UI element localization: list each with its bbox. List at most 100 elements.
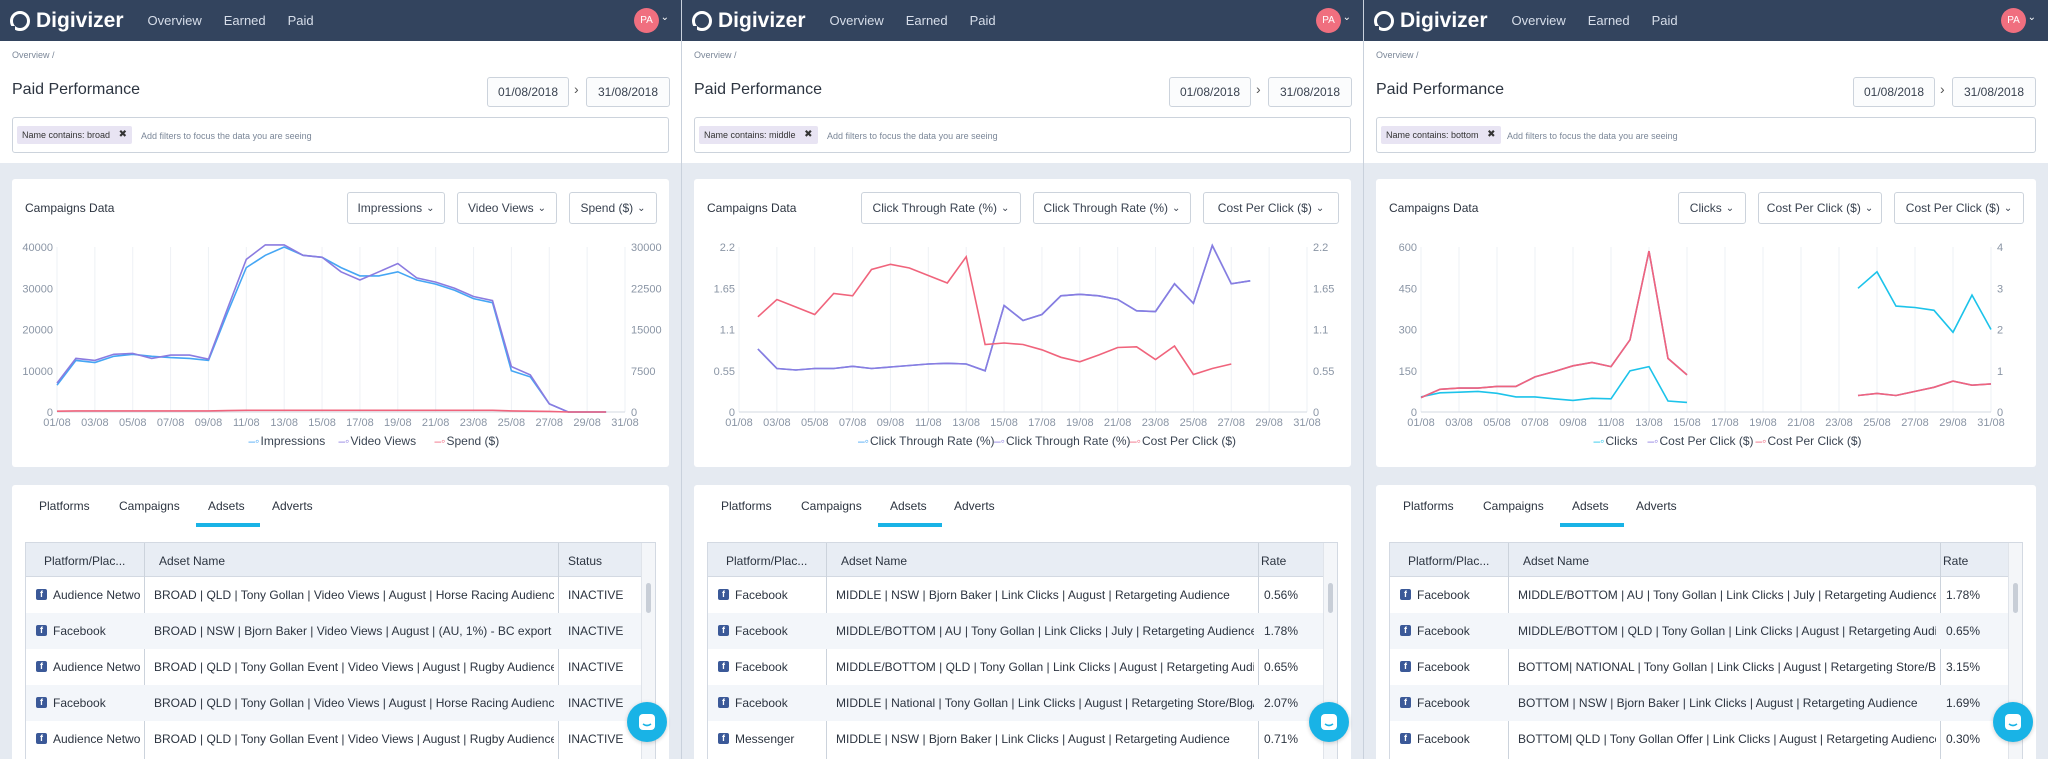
table-row[interactable]: f Facebook BOTTOM| QLD | Tony Gollan Offer…: [1390, 721, 2022, 757]
tab-adsets[interactable]: Adsets: [890, 499, 927, 513]
legend-item[interactable]: Video Views: [351, 434, 417, 448]
legend-item[interactable]: Click Through Rate (%): [870, 434, 995, 448]
metric-dropdown-1[interactable]: Impressions ⌄: [347, 192, 445, 224]
metric-dropdown-3[interactable]: Cost Per Click ($) ⌄: [1203, 192, 1339, 224]
nav-link-paid[interactable]: Paid: [1651, 13, 1678, 28]
metric-dropdown-3[interactable]: Cost Per Click ($) ⌄: [1894, 192, 2024, 224]
tab-adverts[interactable]: Adverts: [954, 499, 995, 513]
table-row[interactable]: f Facebook MIDDLE/BOTTOM | QLD | Tony Goll…: [708, 649, 1337, 685]
close-icon[interactable]: ✖: [1487, 129, 1496, 140]
close-icon[interactable]: ✖: [118, 129, 128, 140]
series-line-3[interactable]: [757, 254, 1232, 376]
series-line-1[interactable]: [1420, 270, 1992, 404]
breadcrumb[interactable]: Overview /: [694, 50, 737, 60]
metric-dropdown-1[interactable]: Click Through Rate (%) ⌄: [861, 192, 1021, 224]
tab-adsets[interactable]: Adsets: [208, 499, 245, 513]
table-row[interactable]: f Facebook BOTTOM | NSW | Bjorn Baker | Li…: [1390, 685, 2022, 721]
tab-platforms[interactable]: Platforms: [1403, 499, 1454, 513]
table-row[interactable]: f Facebook MIDDLE | National | Tony Gollan…: [708, 685, 1337, 721]
tab-campaigns[interactable]: Campaigns: [1483, 499, 1544, 513]
table-row[interactable]: f Messenger MIDDLE | NSW | Bjorn Baker | L…: [708, 721, 1337, 757]
nav-link-paid[interactable]: Paid: [287, 13, 314, 28]
scrollbar-thumb[interactable]: [2013, 583, 2018, 613]
series-line-1[interactable]: [56, 246, 607, 413]
table-row[interactable]: f Facebook MIDDLE/BOTTOM | QLD | Tony Goll…: [1390, 613, 2022, 649]
table-row[interactable]: f Facebook MIDDLE/BOTTOM | AU | Tony Golla…: [1390, 577, 2022, 613]
close-icon[interactable]: ✖: [804, 129, 813, 140]
column-header-platform[interactable]: Platform/Plac...: [44, 554, 126, 568]
chat-launcher-button[interactable]: [1309, 702, 1349, 742]
table-row[interactable]: f Audience Netwo BROAD | QLD | Tony Gollan…: [26, 721, 655, 757]
table-row[interactable]: f Facebook MIDDLE/BOTTOM | AU | Tony Golla…: [708, 613, 1337, 649]
table-row[interactable]: f Facebook BOTTOM| NATIONAL | Tony Gollan …: [1390, 649, 2022, 685]
tab-adverts[interactable]: Adverts: [272, 499, 313, 513]
chevron-down-icon[interactable]: ⌄: [1342, 12, 1351, 23]
logo[interactable]: Digivizer: [1373, 9, 1488, 33]
nav-link-paid[interactable]: Paid: [969, 13, 996, 28]
table-row[interactable]: f Facebook BROAD | QLD | Tony Gollan | Vid…: [26, 685, 655, 721]
filter-hint[interactable]: Add filters to focus the data you are se…: [141, 131, 312, 141]
filter-hint[interactable]: Add filters to focus the data you are se…: [827, 131, 998, 141]
nav-link-earned[interactable]: Earned: [1587, 13, 1630, 28]
series-line-2[interactable]: [1420, 250, 1992, 399]
chat-launcher-button[interactable]: [1993, 702, 2033, 742]
date-from-input[interactable]: 01/08/2018: [487, 77, 569, 107]
chevron-down-icon[interactable]: ⌄: [660, 12, 669, 23]
tab-adsets[interactable]: Adsets: [1572, 499, 1609, 513]
legend-item[interactable]: Spend ($): [447, 434, 500, 448]
column-header-platform[interactable]: Platform/Plac...: [1408, 554, 1490, 568]
column-header-rate[interactable]: Rate: [1943, 554, 1969, 568]
metric-dropdown-2[interactable]: Video Views ⌄: [457, 192, 557, 224]
series-line-3[interactable]: [1420, 250, 1992, 399]
breadcrumb[interactable]: Overview /: [1376, 50, 1419, 60]
filter-bar[interactable]: Name contains: bottom ✖ Add filters to foc…: [1376, 117, 2036, 153]
column-header-adset-name[interactable]: Adset Name: [841, 554, 908, 568]
column-header-adset-name[interactable]: Adset Name: [159, 554, 226, 568]
avatar[interactable]: PA: [1316, 8, 1341, 33]
legend-item[interactable]: Cost Per Click ($): [1768, 434, 1862, 448]
column-header-platform[interactable]: Platform/Plac...: [726, 554, 808, 568]
nav-link-earned[interactable]: Earned: [905, 13, 948, 28]
line-chart[interactable]: 01/08 03/08 05/08 07/08 09/08 11/08 13/08 15/08…: [1376, 179, 2036, 467]
nav-link-overview[interactable]: Overview: [1511, 13, 1566, 28]
metric-dropdown-2[interactable]: Cost Per Click ($) ⌄: [1758, 192, 1882, 224]
tab-platforms[interactable]: Platforms: [721, 499, 772, 513]
avatar[interactable]: PA: [2001, 8, 2026, 33]
nav-link-overview[interactable]: Overview: [829, 13, 884, 28]
date-to-input[interactable]: 31/08/2018: [1268, 77, 1352, 107]
breadcrumb[interactable]: Overview /: [12, 50, 55, 60]
metric-dropdown-2[interactable]: Click Through Rate (%) ⌄: [1033, 192, 1191, 224]
metric-dropdown-3[interactable]: Spend ($) ⌄: [569, 192, 657, 224]
column-header-rate[interactable]: Rate: [1261, 554, 1287, 568]
nav-link-earned[interactable]: Earned: [223, 13, 266, 28]
nav-link-overview[interactable]: Overview: [147, 13, 202, 28]
table-row[interactable]: f Facebook MIDDLE | NSW | Bjorn Baker | Li…: [708, 577, 1337, 613]
table-row[interactable]: f Audience Netwo BROAD | QLD | Tony Gollan…: [26, 577, 655, 613]
filter-bar[interactable]: Name contains: middle ✖ Add filters to foc…: [694, 117, 1351, 153]
scrollbar-thumb[interactable]: [1328, 583, 1333, 613]
legend-item[interactable]: Cost Per Click ($): [1142, 434, 1236, 448]
date-to-input[interactable]: 31/08/2018: [586, 77, 670, 107]
filter-bar[interactable]: Name contains: broad ✖ Add filters to focu…: [12, 117, 669, 153]
legend-item[interactable]: Cost Per Click ($): [1660, 434, 1754, 448]
filter-chip[interactable]: Name contains: middle ✖: [699, 126, 818, 144]
table-row[interactable]: f Audience Netwo BROAD | QLD | Tony Gollan…: [26, 649, 655, 685]
logo[interactable]: Digivizer: [9, 9, 124, 33]
scrollbar-thumb[interactable]: [646, 583, 651, 613]
legend-item[interactable]: Clicks: [1606, 434, 1638, 448]
tab-campaigns[interactable]: Campaigns: [119, 499, 180, 513]
line-chart[interactable]: 01/08 03/08 05/08 07/08 09/08 11/08 13/08 15/08…: [12, 179, 670, 467]
tab-campaigns[interactable]: Campaigns: [801, 499, 862, 513]
chevron-down-icon[interactable]: ⌄: [2027, 12, 2036, 23]
metric-dropdown-1[interactable]: Clicks ⌄: [1678, 192, 1746, 224]
tab-platforms[interactable]: Platforms: [39, 499, 90, 513]
table-row[interactable]: f Facebook BROAD | NSW | Bjorn Baker | Vid…: [26, 613, 655, 649]
tab-adverts[interactable]: Adverts: [1636, 499, 1677, 513]
series-line-2[interactable]: [56, 244, 607, 413]
legend-item[interactable]: Impressions: [261, 434, 326, 448]
filter-chip[interactable]: Name contains: bottom ✖: [1381, 126, 1501, 144]
date-from-input[interactable]: 01/08/2018: [1853, 77, 1935, 107]
logo[interactable]: Digivizer: [691, 9, 806, 33]
date-from-input[interactable]: 01/08/2018: [1169, 77, 1251, 107]
column-header-status[interactable]: Status: [568, 554, 603, 568]
